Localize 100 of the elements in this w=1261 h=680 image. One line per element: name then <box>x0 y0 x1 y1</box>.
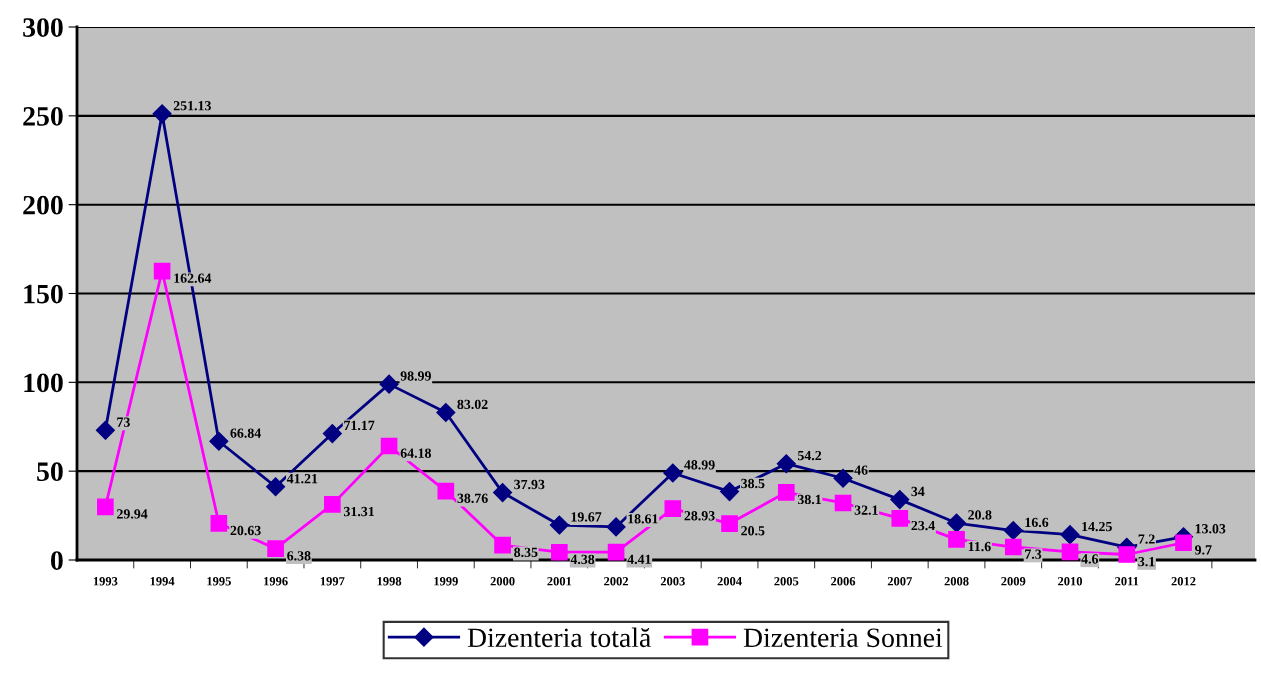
point <box>550 543 568 561</box>
point <box>322 424 342 444</box>
data-label: 4.6 <box>1081 554 1099 564</box>
point <box>948 531 965 548</box>
x-tick-label: 2005 <box>774 577 799 586</box>
x-tick-label: 2003 <box>660 577 685 586</box>
x-tick-label: 1999 <box>434 577 458 586</box>
data-label: 4.41 <box>627 554 651 565</box>
data-label: 29.94 <box>117 509 148 519</box>
point <box>153 262 171 280</box>
x-tick-label: 2010 <box>1058 577 1083 586</box>
y-tick-label: 100 <box>24 373 63 393</box>
data-label: 3.1 <box>1138 556 1155 567</box>
data-label: 20.5 <box>741 526 765 536</box>
x-tick-label: 2011 <box>1115 577 1139 586</box>
data-label: 20.8 <box>968 510 992 520</box>
x-tick-label: 1994 <box>150 577 175 586</box>
point <box>494 536 511 554</box>
point <box>1061 543 1079 561</box>
point <box>152 104 172 124</box>
point <box>210 515 228 532</box>
data-label: 64.18 <box>400 448 431 458</box>
data-label: 66.84 <box>230 428 261 438</box>
point <box>436 402 456 423</box>
point <box>777 483 795 501</box>
data-label: 71.17 <box>344 420 375 431</box>
point <box>1004 538 1022 556</box>
point <box>833 468 853 488</box>
data-label: 37.93 <box>514 479 545 490</box>
data-label: 7.2 <box>1138 534 1155 544</box>
x-tick-label: 2000 <box>490 577 515 586</box>
data-label: 28.93 <box>684 511 715 521</box>
x-tick-label: 2009 <box>1001 577 1026 586</box>
data-label: 48.99 <box>684 460 715 470</box>
y-tick-label: 150 <box>24 284 63 304</box>
point <box>97 498 114 516</box>
point <box>324 496 341 513</box>
point <box>267 540 284 557</box>
data-label: 38.76 <box>457 493 488 504</box>
x-tick-label: 2004 <box>717 577 742 586</box>
x-tick-label: 1995 <box>207 577 231 586</box>
point <box>721 515 738 532</box>
x-tick-label: 2006 <box>831 577 856 586</box>
x-tick-label: 1993 <box>93 577 118 586</box>
legend-label: Dizenteria Sonnei <box>743 628 943 648</box>
x-tick-label: 2007 <box>887 577 912 586</box>
point <box>834 494 852 512</box>
data-label: 31.31 <box>343 506 374 517</box>
point <box>891 510 909 527</box>
data-label: 7.3 <box>1025 549 1042 559</box>
data-label: 73 <box>117 417 130 427</box>
legend-label: Dizenteria totală <box>467 627 651 648</box>
x-tick-label: 1998 <box>377 577 402 586</box>
x-tick-label: 2002 <box>604 577 629 586</box>
point <box>437 482 455 500</box>
point <box>890 490 910 510</box>
data-label: 9.7 <box>1194 545 1212 555</box>
data-label: 18.61 <box>628 514 658 524</box>
data-label: 4.38 <box>570 554 595 565</box>
data-label: 32.1 <box>854 505 878 515</box>
data-label: 83.02 <box>457 399 488 410</box>
point <box>1003 520 1023 541</box>
data-label: 23.4 <box>911 520 935 531</box>
data-label: 16.6 <box>1025 517 1049 528</box>
point <box>1060 525 1080 545</box>
point <box>607 543 625 561</box>
y-tick-label: 250 <box>23 107 63 126</box>
data-label: 46 <box>854 465 868 475</box>
point <box>380 437 398 455</box>
point <box>549 515 569 535</box>
x-tick-label: 2012 <box>1171 577 1196 586</box>
data-label: 38.1 <box>797 494 821 505</box>
x-tick-label: 2001 <box>547 577 572 586</box>
data-label: 20.63 <box>230 525 261 536</box>
point <box>95 420 115 440</box>
point <box>663 463 683 483</box>
data-label: 38.5 <box>741 478 765 489</box>
x-tick-label: 1996 <box>264 577 288 586</box>
point <box>776 454 796 474</box>
data-label: 162.64 <box>174 273 212 283</box>
point <box>1175 534 1192 552</box>
point <box>664 500 682 517</box>
y-tick-label: 50 <box>37 462 63 482</box>
data-label: 11.6 <box>968 541 991 552</box>
point <box>1118 546 1136 563</box>
point <box>606 517 626 537</box>
point <box>946 513 967 533</box>
data-label: 14.25 <box>1082 521 1112 532</box>
y-tick-label: 200 <box>23 195 63 215</box>
point <box>720 482 740 502</box>
point <box>209 431 229 451</box>
data-label: 54.2 <box>797 450 822 461</box>
x-tick-label: 2008 <box>944 577 969 586</box>
data-label: 6.38 <box>287 551 311 561</box>
data-label: 251.13 <box>173 101 211 111</box>
y-tick-label: 0 <box>50 551 63 570</box>
x-tick-label: 1997 <box>320 577 345 586</box>
data-label: 34 <box>911 486 925 497</box>
data-label: 19.67 <box>571 512 602 522</box>
point <box>266 477 286 497</box>
